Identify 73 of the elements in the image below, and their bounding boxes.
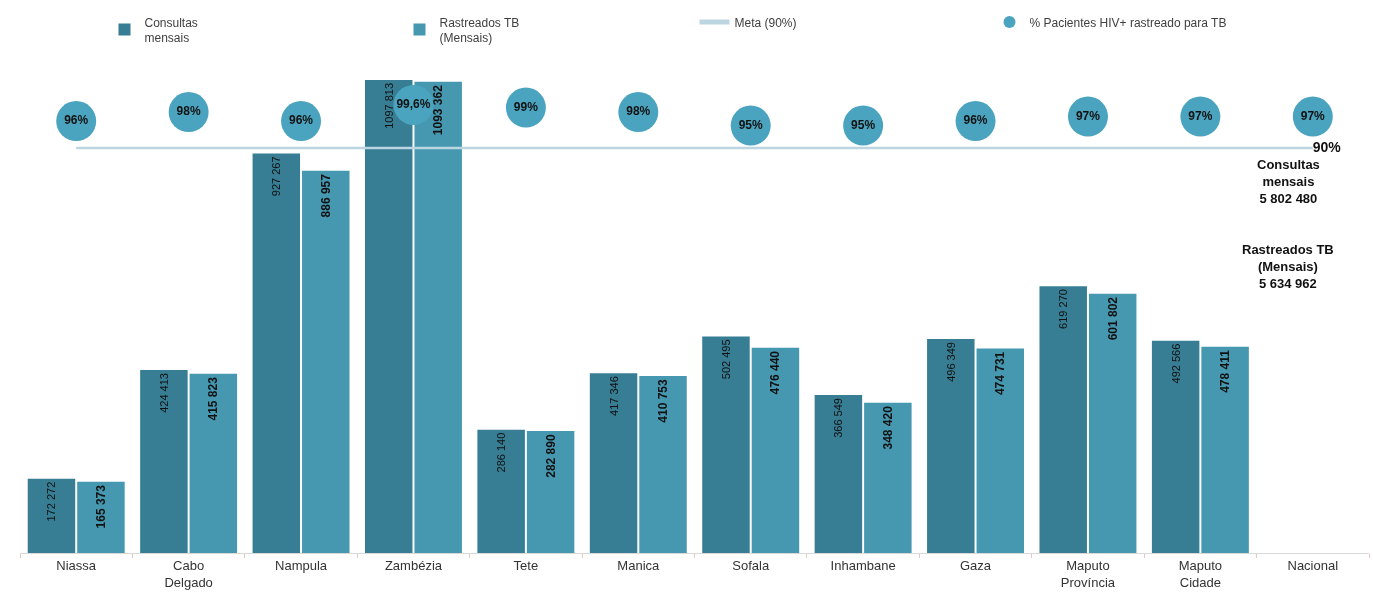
bar <box>702 336 750 553</box>
data-label: 496 349 <box>944 342 957 382</box>
data-label: 492 566 <box>1169 343 1182 384</box>
data-label: 502 495 <box>719 339 732 380</box>
x-tick-label: Niassa <box>56 557 97 573</box>
data-label: 415 823 <box>206 376 221 421</box>
bar <box>976 348 1025 553</box>
data-label: 1097 813 <box>382 82 395 129</box>
bar <box>1088 293 1137 553</box>
data-label: 95% <box>738 117 764 132</box>
data-label: 90% <box>1312 138 1342 155</box>
data-label: 172 272 <box>45 481 58 522</box>
x-tick-label: Gaza <box>960 557 992 573</box>
bar <box>927 339 975 553</box>
data-label: 96% <box>64 113 89 128</box>
bar <box>27 478 76 553</box>
data-label: 95% <box>851 117 876 132</box>
data-label: 601 802 <box>1105 296 1120 341</box>
bar <box>140 370 188 553</box>
x-tick-label: Zambézia <box>384 557 443 573</box>
data-label: 97% <box>1300 108 1326 123</box>
data-label: 98% <box>176 104 201 119</box>
data-label: 96% <box>289 113 314 128</box>
bar <box>1151 340 1200 553</box>
legend-label: Meta (90%) <box>734 15 797 30</box>
bar <box>252 153 301 553</box>
data-label: 282 890 <box>543 434 558 478</box>
data-label: 424 413 <box>157 373 170 413</box>
bar <box>302 170 350 553</box>
bar <box>639 375 687 553</box>
legend-label: % Pacientes HIV+ rastreado para TB <box>1029 15 1227 30</box>
data-label: 474 731 <box>993 351 1008 396</box>
x-tick-label: Nacional <box>1287 557 1339 573</box>
data-label: 410 753 <box>656 378 671 423</box>
data-label: 476 440 <box>768 350 783 395</box>
legend-label: Consultas mensais <box>144 15 198 46</box>
legend-label: Rastreados TB (Mensais) <box>439 15 520 46</box>
x-tick-label: Inhambane <box>830 557 896 573</box>
x-tick-label: Manica <box>617 557 661 573</box>
annotation: Rastreados TB (Mensais) 5 634 962 <box>1242 242 1334 291</box>
data-label: 96% <box>963 113 988 128</box>
data-label: 1093 362 <box>431 84 446 136</box>
x-tick-label: Maputo Província <box>1060 557 1116 590</box>
data-label: 286 140 <box>495 432 508 473</box>
bar <box>751 347 800 553</box>
bar <box>814 395 863 553</box>
data-label: 366 549 <box>832 398 845 438</box>
bar <box>77 481 125 553</box>
data-label: 619 270 <box>1057 289 1070 329</box>
x-tick-label: Nampula <box>275 557 328 573</box>
bar <box>864 402 912 553</box>
data-label: 478 411 <box>1218 349 1233 393</box>
bar <box>189 373 238 553</box>
bar <box>1039 286 1087 553</box>
data-label: 165 373 <box>93 484 108 529</box>
data-label: 99% <box>513 99 539 114</box>
data-label: 348 420 <box>880 405 895 450</box>
bar <box>477 429 525 553</box>
data-label: 98% <box>626 104 651 119</box>
x-tick-label: Sofala <box>732 557 770 573</box>
data-label: 417 346 <box>607 376 620 416</box>
bar <box>589 373 638 553</box>
annotation: Consultas mensais 5 802 480 <box>1257 157 1320 206</box>
data-label: 99,6% <box>396 96 431 111</box>
x-tick-label: Maputo Cidade <box>1178 557 1223 590</box>
data-label: 927 267 <box>270 156 283 197</box>
bar <box>1201 346 1249 553</box>
data-label: 97% <box>1188 108 1213 123</box>
bar <box>526 431 575 553</box>
data-label: 886 957 <box>318 173 333 218</box>
x-tick-label: Tete <box>513 557 539 573</box>
x-tick-label: Cabo Delgado <box>164 557 213 590</box>
data-label: 97% <box>1075 108 1101 123</box>
